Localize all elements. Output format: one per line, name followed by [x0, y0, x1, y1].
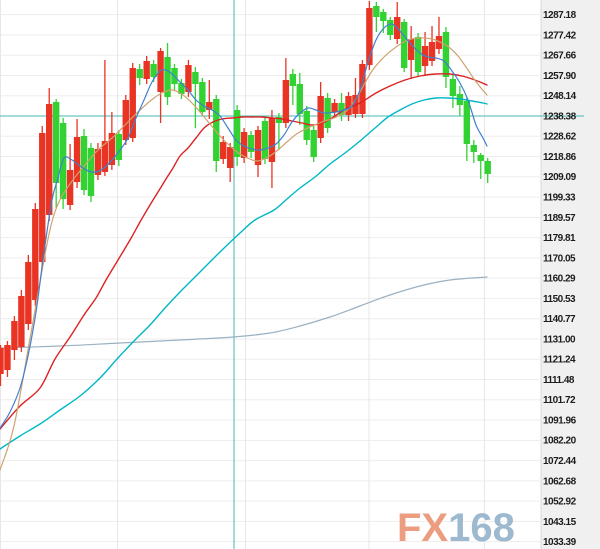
svg-text:1218.86: 1218.86 — [543, 152, 577, 163]
svg-text:1150.53: 1150.53 — [543, 294, 576, 305]
svg-text:1101.72: 1101.72 — [543, 395, 576, 406]
svg-text:1209.09: 1209.09 — [543, 172, 577, 183]
svg-text:1091.96: 1091.96 — [543, 415, 577, 426]
svg-text:1170.05: 1170.05 — [543, 253, 576, 264]
svg-text:1238.38: 1238.38 — [543, 111, 577, 122]
svg-text:1111.48: 1111.48 — [543, 375, 575, 386]
svg-text:1228.62: 1228.62 — [543, 132, 577, 143]
svg-text:1257.90: 1257.90 — [543, 71, 577, 82]
svg-text:1121.24: 1121.24 — [543, 355, 576, 366]
svg-text:1140.77: 1140.77 — [543, 314, 576, 325]
svg-text:1082.20: 1082.20 — [543, 436, 577, 447]
svg-text:1160.29: 1160.29 — [543, 274, 576, 285]
svg-text:1248.14: 1248.14 — [543, 91, 577, 102]
svg-text:1052.92: 1052.92 — [543, 497, 577, 508]
svg-text:FX168: FX168 — [397, 506, 515, 549]
svg-text:1033.39: 1033.39 — [543, 537, 577, 548]
svg-text:1131.00: 1131.00 — [543, 334, 576, 345]
svg-text:1287.18: 1287.18 — [543, 10, 577, 21]
svg-text:1199.33: 1199.33 — [543, 192, 576, 203]
svg-text:1062.68: 1062.68 — [543, 476, 577, 487]
svg-text:1043.15: 1043.15 — [543, 517, 577, 528]
svg-text:1267.66: 1267.66 — [543, 51, 577, 62]
svg-text:1072.44: 1072.44 — [543, 456, 577, 467]
svg-text:1189.57: 1189.57 — [543, 213, 576, 224]
svg-text:1179.81: 1179.81 — [543, 233, 576, 244]
svg-text:1277.42: 1277.42 — [543, 30, 577, 41]
